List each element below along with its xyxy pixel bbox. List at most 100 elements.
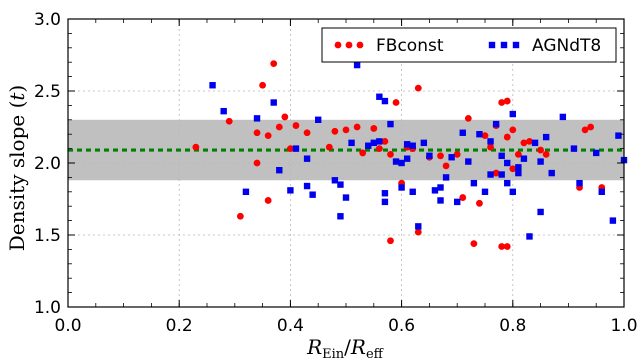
- x-tick-label: 0.6: [388, 316, 415, 336]
- fbconst-point: [236, 212, 244, 220]
- fbconst-point: [381, 138, 389, 145]
- fbconst-point: [470, 240, 478, 248]
- agndt8-point: [542, 133, 550, 141]
- fbconst-point: [287, 145, 294, 153]
- agndt8-point: [287, 187, 294, 194]
- agndt8-point: [454, 198, 461, 206]
- tick-labels: 0.0 0.2 0.4 0.6 0.8 1.0 1.0 1.5 2.0 2.5 3.0: [34, 10, 638, 336]
- y-tick-label: 1.0: [34, 298, 61, 318]
- agndt8-point: [487, 138, 494, 145]
- agndt8-point: [403, 155, 411, 162]
- agndt8-point: [576, 179, 583, 187]
- agndt8-point: [526, 233, 533, 240]
- y-tick-label: 2.0: [34, 154, 61, 174]
- agndt8-point: [520, 155, 528, 162]
- agndt8-point: [437, 197, 444, 204]
- legend-agndt8-marker: [512, 41, 520, 49]
- agndt8-point: [570, 145, 578, 152]
- y-axis-label: Density slope (t): [5, 85, 29, 251]
- fbconst-point: [264, 132, 272, 140]
- fbconst-point: [331, 127, 339, 135]
- fbconst-point: [487, 143, 494, 151]
- legend-agndt8-marker: [488, 41, 496, 49]
- fbconst-point: [503, 243, 511, 250]
- agndt8-point: [309, 191, 316, 198]
- fbconst-point: [192, 143, 200, 151]
- fbconst-point: [526, 138, 533, 145]
- agndt8-point: [509, 188, 516, 195]
- agndt8-point: [376, 138, 383, 145]
- agndt8-point: [303, 182, 311, 190]
- agndt8-point: [481, 188, 489, 195]
- fbconst-point: [492, 169, 500, 177]
- fbconst-point: [414, 228, 422, 236]
- agndt8-point: [442, 174, 450, 181]
- agndt8-point: [509, 110, 516, 118]
- fbconst-point: [414, 84, 422, 92]
- agndt8-point: [409, 188, 416, 195]
- agndt8-point: [615, 132, 622, 139]
- data-points: [192, 60, 628, 250]
- agndt8-point: [448, 154, 455, 161]
- legend-box: [321, 27, 617, 63]
- fbconst-point: [509, 165, 517, 173]
- x-tick-label: 0.0: [54, 316, 81, 336]
- agndt8-point: [559, 113, 567, 121]
- agndt8-point: [242, 188, 250, 195]
- legend-agndt8-label: AGNdT8: [532, 36, 601, 56]
- agndt8-point: [492, 120, 500, 128]
- agndt8-point: [381, 97, 389, 105]
- agndt8-point: [220, 107, 227, 115]
- fbconst-point: [503, 97, 511, 105]
- y-tick-label: 2.5: [34, 82, 61, 102]
- legend-fbconst-marker: [334, 41, 342, 49]
- fbconst-point: [353, 123, 361, 131]
- x-tick-label: 0.8: [499, 316, 526, 336]
- agndt8-point: [515, 169, 522, 177]
- fbconst-point: [587, 123, 595, 131]
- agndt8-point: [409, 142, 416, 149]
- fbconst-point: [375, 145, 383, 153]
- axes-border: [67, 18, 625, 308]
- fbconst-point: [275, 123, 283, 131]
- legend-fbconst-marker: [345, 41, 353, 49]
- x-tick-label: 0.4: [277, 316, 304, 336]
- x-tick-label: 0.2: [166, 316, 193, 336]
- fbconst-point: [342, 126, 350, 134]
- agndt8-point: [209, 82, 216, 89]
- fbconst-point: [437, 152, 444, 160]
- fbconst-point: [292, 122, 300, 129]
- fbconst-point: [498, 99, 506, 106]
- fbconst-point: [264, 197, 272, 204]
- agndt8-point: [415, 223, 422, 230]
- fbconst-point: [503, 133, 511, 141]
- fbconst-point: [281, 113, 289, 121]
- agndt8-point: [376, 93, 383, 100]
- fbconst-point: [476, 199, 483, 207]
- agndt8-point: [387, 120, 394, 128]
- fbconst-point: [481, 132, 489, 140]
- agndt8-point: [498, 171, 505, 178]
- agndt8-point: [537, 208, 544, 216]
- agndt8-point: [487, 171, 494, 178]
- agndt8-point: [270, 99, 277, 106]
- grid: [68, 19, 624, 307]
- fbconst-point: [325, 143, 333, 151]
- agndt8-point: [593, 149, 600, 157]
- legend-agndt8-marker: [500, 41, 508, 49]
- y-tick-label: 1.5: [34, 226, 61, 246]
- legend-fbconst-label: FBconst: [376, 36, 444, 56]
- agndt8-point: [504, 159, 511, 167]
- agndt8-point: [353, 61, 361, 69]
- agndt8-point: [392, 158, 400, 165]
- agndt8-point: [437, 184, 444, 191]
- fbconst-point: [392, 99, 400, 106]
- agndt8-point: [504, 179, 511, 187]
- agndt8-point: [609, 217, 617, 224]
- fbconst-point: [387, 150, 394, 158]
- agndt8-point: [476, 131, 483, 138]
- agndt8-point: [253, 115, 261, 122]
- fbconst-point: [459, 194, 467, 201]
- fbconst-point: [253, 129, 261, 137]
